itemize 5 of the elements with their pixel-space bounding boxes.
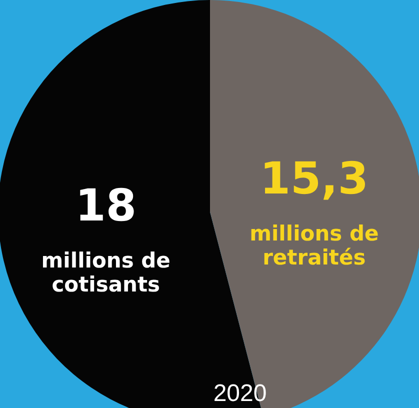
slice-label: millions de cotisants <box>41 248 170 296</box>
slice-label: millions de retraités <box>250 222 379 270</box>
data-label: 18 <box>75 180 136 232</box>
text: 2020 <box>213 380 267 407</box>
data-label: 15,3 <box>260 154 368 205</box>
